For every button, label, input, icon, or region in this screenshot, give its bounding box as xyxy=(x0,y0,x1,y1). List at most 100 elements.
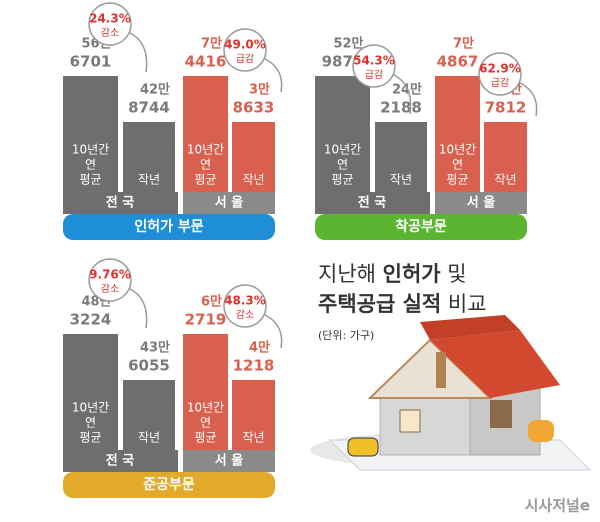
amount-bottom: 6055 xyxy=(128,357,170,375)
bar-label: 10년간 xyxy=(72,143,109,157)
amount-top: 4만 xyxy=(249,340,270,356)
bar-label: 작년 xyxy=(494,173,516,187)
change-circle xyxy=(223,28,267,72)
group-band xyxy=(63,450,178,472)
panel-title: 준공부문 xyxy=(143,477,195,493)
amount-bottom: 6701 xyxy=(70,53,112,71)
change-word: 감소 xyxy=(101,283,119,295)
amount-top: 3만 xyxy=(249,82,270,98)
change-arrow xyxy=(127,31,148,73)
change-rate: 48.3% xyxy=(224,294,266,308)
bar xyxy=(232,380,275,450)
amount-bottom: 3224 xyxy=(70,311,112,329)
change-rate: 9.76% xyxy=(89,268,131,282)
change-rate: 49.0% xyxy=(224,38,266,52)
bar xyxy=(435,76,480,192)
change-rate: 62.9% xyxy=(479,62,521,76)
change-circle xyxy=(478,52,522,96)
panel-title: 착공부문 xyxy=(395,218,447,235)
headline-part: 주택공급 실적 xyxy=(318,292,441,316)
group-label: 서 울 xyxy=(215,453,243,469)
amount-top: 42만 xyxy=(140,82,170,98)
bar-label: 평균 xyxy=(194,173,216,187)
bar-label: 작년 xyxy=(242,173,264,187)
headline: 지난해 인허가 및 xyxy=(318,262,467,286)
panel-pill xyxy=(63,472,275,498)
bar xyxy=(315,76,370,192)
bar-label: 연 xyxy=(85,416,96,430)
bar xyxy=(375,122,427,192)
panel-title: 인허가 부문 xyxy=(134,218,203,235)
headline: 주택공급 실적 비교 xyxy=(318,292,487,316)
amount-bottom: 4867 xyxy=(437,53,479,71)
amount-bottom: 2188 xyxy=(380,99,422,117)
group-band xyxy=(183,192,275,214)
bar xyxy=(123,380,175,450)
bar xyxy=(123,122,175,192)
change-word: 감소 xyxy=(101,27,119,39)
bar-label: 10년간 xyxy=(439,143,476,157)
group-label: 전 국 xyxy=(106,195,134,211)
headline-part: 및 xyxy=(441,262,467,286)
group-label: 서 울 xyxy=(467,195,495,211)
bar-label: 연 xyxy=(200,416,211,430)
change-circle xyxy=(88,2,132,46)
amount-bottom: 2719 xyxy=(185,311,227,329)
house-illustration xyxy=(310,315,592,471)
bar-label: 10년간 xyxy=(72,401,109,415)
bar-label: 10년간 xyxy=(324,143,361,157)
group-label: 전 국 xyxy=(358,195,386,211)
group-label: 전 국 xyxy=(106,453,134,469)
bar-label: 10년간 xyxy=(187,401,224,415)
bar xyxy=(183,334,228,450)
change-rate: 54.3% xyxy=(353,54,395,68)
group-label: 서 울 xyxy=(215,195,243,211)
change-arrow xyxy=(262,313,283,349)
change-arrow xyxy=(262,57,283,93)
group-band xyxy=(63,192,178,214)
amount-bottom: 8744 xyxy=(128,99,170,117)
bar-label: 평균 xyxy=(79,173,101,187)
bar-label: 작년 xyxy=(242,431,264,445)
group-band xyxy=(435,192,527,214)
bar-label: 작년 xyxy=(390,173,412,187)
bar-label: 10년간 xyxy=(187,143,224,157)
change-circle xyxy=(352,44,396,88)
amount-bottom: 4416 xyxy=(185,53,227,71)
change-circle xyxy=(88,258,132,302)
bar xyxy=(63,76,118,192)
amount-top: 7만 xyxy=(201,36,222,52)
bar-label: 작년 xyxy=(138,431,160,445)
change-rate: 24.3% xyxy=(89,12,131,26)
bar-label: 연 xyxy=(85,158,96,172)
logo: 시사저널e xyxy=(525,497,590,515)
headline-part: 인허가 xyxy=(383,262,442,286)
amount-top: 43만 xyxy=(140,340,170,356)
bar-label: 연 xyxy=(337,158,348,172)
group-band xyxy=(315,192,430,214)
bar xyxy=(183,76,228,192)
change-circle xyxy=(223,284,267,328)
change-word: 급감 xyxy=(365,69,383,81)
panel-pill xyxy=(63,214,275,240)
bar-label: 평균 xyxy=(331,173,353,187)
amount-top: 52만 xyxy=(333,36,363,52)
change-word: 급감 xyxy=(236,53,254,65)
unit-note: (단위: 가구) xyxy=(318,329,374,342)
group-band xyxy=(183,450,275,472)
bar-label: 평균 xyxy=(446,173,468,187)
bar xyxy=(484,122,527,192)
amount-top: 6만 xyxy=(201,294,222,310)
bar-label: 연 xyxy=(200,158,211,172)
amount-top: 7만 xyxy=(453,36,474,52)
amount-bottom: 1218 xyxy=(233,357,275,375)
bar-label: 평균 xyxy=(194,431,216,445)
panel-pill xyxy=(315,214,527,240)
headline-part: 비교 xyxy=(441,292,486,316)
bar-label: 작년 xyxy=(138,173,160,187)
bar-label: 평균 xyxy=(79,431,101,445)
amount-bottom: 8633 xyxy=(233,99,275,117)
change-word: 감소 xyxy=(236,309,254,321)
amount-bottom: 7812 xyxy=(485,99,527,117)
